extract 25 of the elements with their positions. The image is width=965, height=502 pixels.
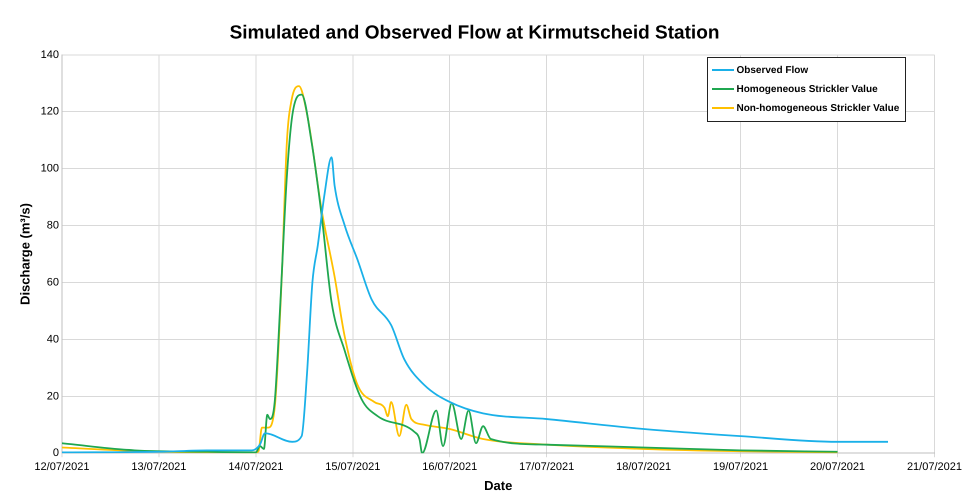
- x-tick-label: 18/07/2021: [616, 460, 672, 473]
- x-tick-label: 12/07/2021: [34, 460, 90, 473]
- legend-label: Non-homogeneous Strickler Value: [736, 102, 900, 114]
- legend-label: Homogeneous Strickler Value: [736, 84, 878, 95]
- line-series: [62, 156, 889, 454]
- chart-title: Simulated and Observed Flow at Kirmutscheid Station: [230, 22, 720, 44]
- x-tick-label: 14/07/2021: [228, 460, 284, 473]
- x-tick-label: 16/07/2021: [422, 460, 478, 473]
- y-tick-label: 120: [40, 106, 59, 118]
- y-tick-label: 20: [46, 390, 59, 402]
- x-tick-label: 20/07/2021: [810, 460, 866, 473]
- x-tick-label: 17/07/2021: [519, 460, 574, 473]
- x-tick-label: 19/07/2021: [713, 460, 768, 473]
- y-tick-label: 100: [40, 162, 59, 175]
- y-tick-label: 80: [46, 220, 59, 232]
- x-tick-label: 21/07/2021: [906, 460, 962, 473]
- legend-label: Observed Flow: [736, 64, 808, 76]
- x-tick-label: 13/07/2021: [131, 460, 186, 473]
- x-tick-label: 15/07/2021: [325, 460, 380, 473]
- y-axis-title: Discharge (m³/s): [17, 203, 32, 305]
- y-tick-label: 60: [46, 276, 59, 288]
- x-axis-title: Date: [484, 478, 512, 493]
- y-tick-label: 40: [46, 333, 59, 346]
- y-tick-label: 140: [40, 48, 59, 61]
- y-tick-label: 0: [52, 447, 59, 460]
